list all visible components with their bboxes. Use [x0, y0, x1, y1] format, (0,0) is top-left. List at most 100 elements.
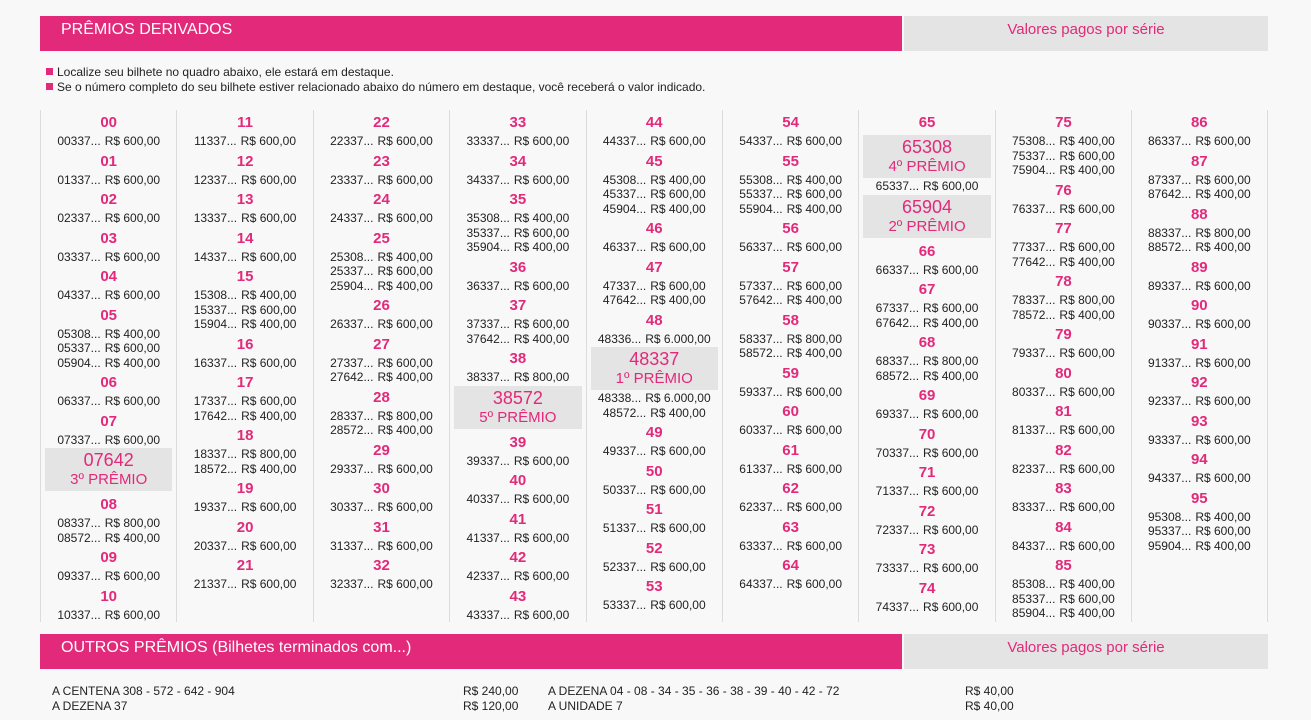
ticket-value: R$ 600,00 — [1059, 346, 1115, 360]
ticket-number: 95337... — [1147, 524, 1192, 538]
group-label: 63 — [782, 518, 799, 536]
ticket-row: 81337... R$ 600,00 — [996, 423, 1131, 438]
ticket-row: 80337... R$ 600,00 — [996, 385, 1131, 400]
ticket-number: 39337... — [466, 453, 510, 468]
ticket-value: R$ 600,00 — [1059, 423, 1115, 437]
ticket-number: 75904... — [1012, 163, 1056, 177]
group-label: 93 — [1190, 412, 1208, 430]
ticket-row: 29337... R$ 600,00 — [314, 462, 449, 477]
ticket-value: R$ 600,00 — [377, 172, 433, 187]
ticket-number: 88337... — [1147, 225, 1192, 240]
group-label: 45 — [645, 152, 663, 170]
ticket-row: 35904... R$ 400,00 — [450, 240, 585, 255]
ticket-row: 34337... R$ 600,00 — [450, 173, 585, 188]
ticket-row: 62337... R$ 600,00 — [723, 500, 858, 515]
group-label: 44 — [645, 114, 663, 131]
ticket-value: R$ 600,00 — [104, 341, 161, 355]
group-label: 52 — [645, 539, 663, 557]
ticket-value: R$ 600,00 — [104, 607, 161, 622]
ticket-value: R$ 600,00 — [513, 607, 570, 622]
ticket-number: 45904... — [602, 201, 647, 216]
ticket-number: 05337... — [57, 341, 101, 355]
group-label: 27 — [373, 335, 390, 353]
ticket-number: 67642... — [875, 315, 920, 330]
ticket-row: 78337... R$ 800,00 — [996, 293, 1131, 308]
ticket-number: 35308... — [466, 211, 510, 225]
ticket-number: 33337... — [466, 134, 510, 148]
highlight-number: 48337 — [629, 349, 680, 369]
ticket-number: 79337... — [1012, 346, 1056, 360]
ticket-number: 70337... — [875, 445, 920, 460]
ticket-value: R$ 600,00 — [513, 569, 570, 583]
ticket-value: R$ 400,00 — [786, 293, 843, 307]
ticket-number: 81337... — [1012, 423, 1056, 437]
ticket-value: R$ 600,00 — [377, 355, 433, 370]
ticket-number: 05904... — [57, 355, 101, 370]
ticket-row: 85308... R$ 400,00 — [996, 577, 1131, 592]
column: 54 54337... R$ 600,00 55 55308... R$ 400,00 55… — [721, 110, 858, 622]
ticket-row: 18572... R$ 400,00 — [177, 462, 312, 477]
ticket-number: 26337... — [330, 317, 374, 331]
ticket-value: R$ 400,00 — [1195, 187, 1251, 201]
ticket-value: R$ 600,00 — [1195, 524, 1251, 538]
ticket-row: 95337... R$ 600,00 — [1132, 524, 1266, 539]
ticket-number: 18337... — [193, 447, 238, 461]
ticket-row: 73337... R$ 600,00 — [859, 561, 994, 576]
group-label: 87 — [1190, 152, 1208, 170]
ticket-row: 68337... R$ 800,00 — [859, 354, 994, 369]
ticket-row: 00337... R$ 600,00 — [41, 134, 176, 149]
ticket-number: 78337... — [1012, 293, 1056, 307]
ticket-number: 95904... — [1147, 538, 1192, 553]
ticket-row: 47337... R$ 600,00 — [587, 279, 722, 294]
group-label: 92 — [1190, 374, 1208, 391]
ticket-row: 46337... R$ 600,00 — [587, 240, 722, 255]
ticket-number: 35337... — [466, 225, 510, 240]
ticket-value: R$ 600,00 — [650, 187, 706, 201]
ticket-value: R$ 600,00 — [650, 482, 706, 497]
ticket-row: 37337... R$ 600,00 — [450, 317, 585, 332]
group-label: 02 — [100, 191, 118, 208]
ticket-value: R$ 600,00 — [513, 317, 570, 331]
ticket-number: 78572... — [1012, 307, 1056, 322]
ticket-row: 44337... R$ 600,00 — [587, 134, 722, 149]
ticket-number: 23337... — [330, 172, 374, 187]
ticket-number: 45308... — [602, 172, 647, 187]
ticket-value: R$ 600,00 — [1059, 500, 1115, 514]
highlight-box: 38572 5º PRÊMIO — [454, 385, 582, 429]
ticket-number: 36337... — [466, 278, 510, 293]
other-text: A DEZENA 04 - 08 - 34 - 35 - 36 - 38 - 3… — [548, 684, 840, 698]
ticket-value: R$ 600,00 — [1195, 278, 1251, 293]
ticket-number: 34337... — [466, 172, 510, 187]
ticket-row: 56337... R$ 600,00 — [723, 240, 858, 255]
group-label: 90 — [1190, 297, 1208, 314]
highlight-number: 65308 — [902, 137, 953, 157]
group-label: 46 — [645, 220, 663, 237]
ticket-row: 69337... R$ 600,00 — [859, 407, 994, 422]
ticket-number: 03337... — [57, 249, 101, 264]
ticket-number: 19337... — [193, 500, 238, 514]
ticket-number: 15337... — [193, 302, 238, 317]
ticket-row: 51337... R$ 600,00 — [587, 521, 722, 536]
ticket-row: 45308... R$ 400,00 — [587, 173, 722, 188]
ticket-value: R$ 600,00 — [923, 522, 979, 537]
ticket-row: 36337... R$ 600,00 — [450, 279, 585, 294]
group-label: 32 — [373, 557, 390, 574]
highlight-prize: 2º PRÊMIO — [888, 217, 966, 235]
ticket-number: 52337... — [602, 559, 647, 574]
ticket-row: 61337... R$ 600,00 — [723, 462, 858, 477]
ticket-value: R$ 800,00 — [241, 447, 297, 461]
ticket-row: 88337... R$ 800,00 — [1132, 226, 1266, 241]
ticket-value: R$ 600,00 — [1059, 461, 1115, 476]
group-label: 48 — [645, 311, 663, 329]
ticket-value: R$ 600,00 — [377, 211, 433, 225]
ticket-number: 84337... — [1012, 538, 1056, 553]
ticket-row: 27642... R$ 400,00 — [314, 370, 449, 385]
group-label: 18 — [236, 427, 254, 444]
ticket-number: 94337... — [1147, 471, 1192, 485]
group-label: 24 — [373, 191, 390, 208]
ticket-number: 01337... — [57, 172, 101, 187]
note: Se o número completo do seu bilhete esti… — [46, 80, 705, 95]
column: 33 33337... R$ 600,00 34 34337... R$ 600,00 35… — [449, 110, 585, 622]
ticket-value: R$ 600,00 — [1059, 148, 1115, 163]
ticket-row: 66337... R$ 600,00 — [859, 263, 994, 278]
